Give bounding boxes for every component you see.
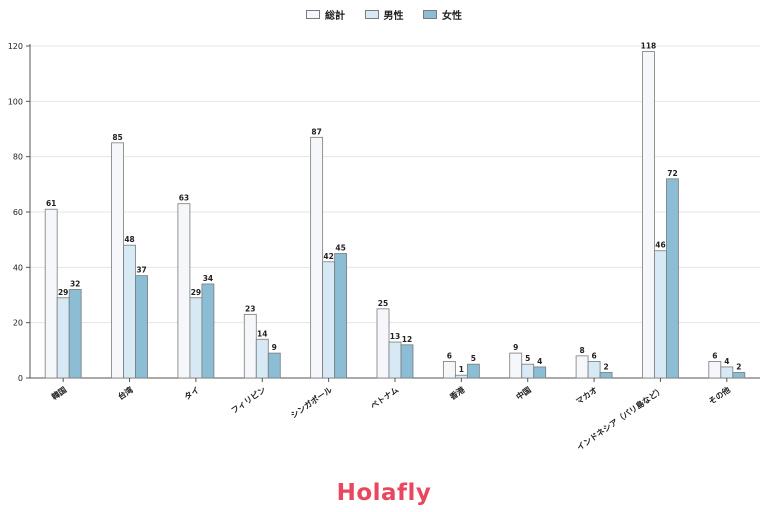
bar-female bbox=[666, 178, 679, 379]
x-tick-label: シンガポール bbox=[289, 384, 334, 420]
bar-female bbox=[135, 275, 148, 379]
y-tick-label: 40 bbox=[13, 263, 23, 272]
data-label-female: 32 bbox=[70, 279, 80, 288]
data-label-total: 25 bbox=[378, 299, 388, 308]
bar-total bbox=[575, 355, 589, 379]
legend-label-total: 総計 bbox=[325, 11, 346, 22]
legend-item-male: 男性 bbox=[364, 7, 404, 22]
bar-total bbox=[44, 208, 58, 379]
data-label-total: 85 bbox=[112, 133, 122, 142]
bar-male bbox=[255, 338, 269, 379]
data-label-male: 1 bbox=[459, 365, 464, 374]
x-tick-label: 中国 bbox=[514, 384, 533, 401]
x-tick-label: 台湾 bbox=[116, 384, 135, 401]
bar-total bbox=[509, 352, 523, 379]
bar-female bbox=[201, 283, 215, 379]
data-label-male: 4 bbox=[724, 357, 729, 366]
data-label-male: 6 bbox=[591, 351, 596, 360]
data-label-female: 34 bbox=[203, 274, 213, 283]
x-tick-label: フィリピン bbox=[229, 384, 267, 415]
data-label-male: 42 bbox=[323, 252, 333, 261]
holafly-logo: Holafly bbox=[0, 480, 768, 506]
legend-item-female: 女性 bbox=[422, 7, 462, 22]
data-label-male: 29 bbox=[58, 288, 68, 297]
bar-total bbox=[310, 136, 324, 379]
bar-male bbox=[123, 244, 136, 379]
data-label-total: 9 bbox=[513, 343, 518, 352]
bar-male bbox=[521, 363, 535, 379]
bar-male bbox=[388, 341, 402, 379]
x-tick-label: ベトナム bbox=[369, 385, 400, 411]
legend-label-female: 女性 bbox=[441, 11, 462, 22]
legend-swatch-male bbox=[364, 10, 379, 19]
data-label-male: 14 bbox=[257, 329, 267, 338]
y-tick-label: 0 bbox=[18, 374, 23, 383]
data-label-total: 87 bbox=[311, 127, 321, 136]
data-label-female: 9 bbox=[272, 343, 277, 352]
chart-legend: 総計 男性 女性 bbox=[0, 7, 768, 22]
bar-female bbox=[732, 372, 746, 379]
bar-male bbox=[56, 297, 70, 379]
bar-total bbox=[642, 51, 655, 379]
bar-female bbox=[267, 352, 281, 379]
legend-item-total: 総計 bbox=[306, 7, 345, 22]
x-tick-label: 韓国 bbox=[49, 384, 68, 401]
bar-male bbox=[587, 360, 601, 379]
data-label-total: 23 bbox=[245, 304, 255, 313]
x-tick-label: マカオ bbox=[574, 385, 599, 406]
data-label-male: 29 bbox=[191, 288, 201, 297]
bar-male bbox=[189, 297, 203, 379]
data-label-total: 61 bbox=[46, 199, 56, 208]
legend-swatch-female bbox=[422, 10, 437, 19]
data-label-female: 5 bbox=[471, 354, 476, 363]
bar-total bbox=[243, 313, 257, 379]
data-label-female: 2 bbox=[603, 362, 608, 371]
brand-logo-text: Holafly bbox=[336, 480, 432, 506]
data-label-female: 37 bbox=[136, 266, 146, 275]
data-label-total: 6 bbox=[712, 351, 717, 360]
data-label-total: 63 bbox=[179, 194, 189, 203]
data-label-male: 46 bbox=[655, 241, 665, 250]
data-label-female: 45 bbox=[335, 244, 345, 253]
y-tick-label: 100 bbox=[8, 97, 23, 106]
data-label-male: 5 bbox=[525, 354, 530, 363]
bar-total bbox=[376, 308, 390, 379]
y-tick-label: 80 bbox=[13, 153, 23, 162]
bar-female bbox=[68, 289, 82, 379]
data-label-male: 48 bbox=[124, 235, 134, 244]
bar-female bbox=[533, 366, 547, 379]
data-label-female: 72 bbox=[667, 169, 677, 178]
bar-total bbox=[708, 360, 722, 379]
data-label-total: 6 bbox=[447, 351, 452, 360]
bar-female bbox=[400, 344, 414, 379]
y-tick-label: 120 bbox=[8, 42, 23, 51]
bar-male bbox=[654, 250, 667, 379]
legend-swatch-total bbox=[306, 10, 321, 19]
bar-female bbox=[599, 372, 613, 379]
y-tick-label: 60 bbox=[13, 208, 23, 217]
data-label-male: 13 bbox=[390, 332, 400, 341]
data-label-female: 2 bbox=[736, 362, 741, 371]
data-label-female: 4 bbox=[537, 357, 542, 366]
data-label-total: 8 bbox=[579, 346, 584, 355]
data-label-total: 118 bbox=[641, 42, 657, 51]
bar-female bbox=[334, 253, 348, 379]
data-label-female: 12 bbox=[402, 335, 412, 344]
bar-male bbox=[322, 261, 336, 379]
bar-male bbox=[720, 366, 734, 379]
x-tick-label: その他 bbox=[707, 384, 732, 406]
y-tick-label: 20 bbox=[13, 319, 23, 328]
bar-total bbox=[442, 360, 456, 379]
x-tick-label: タイ bbox=[182, 384, 201, 401]
x-tick-label: 香港 bbox=[447, 384, 467, 403]
bar-female bbox=[466, 363, 480, 379]
legend-label-male: 男性 bbox=[383, 11, 404, 22]
bar-total bbox=[111, 142, 124, 379]
bar-chart: 020406080100120612932韓国854837台湾632934タイ2… bbox=[8, 42, 760, 452]
bar-male bbox=[454, 374, 468, 379]
bar-total bbox=[177, 203, 191, 379]
